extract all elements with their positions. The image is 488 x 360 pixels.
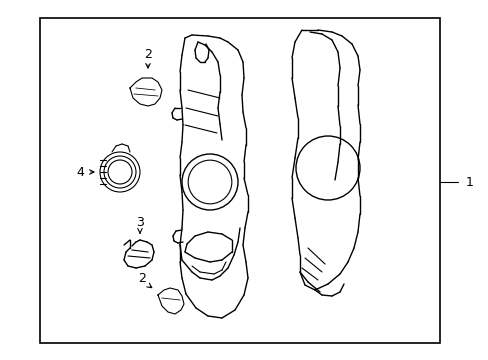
Text: 3: 3 (136, 216, 143, 230)
Bar (40, 18, 439, 343)
Text: 1: 1 (465, 175, 473, 189)
Text: 2: 2 (138, 271, 145, 284)
Text: 4: 4 (76, 166, 84, 179)
Text: 2: 2 (144, 49, 152, 62)
